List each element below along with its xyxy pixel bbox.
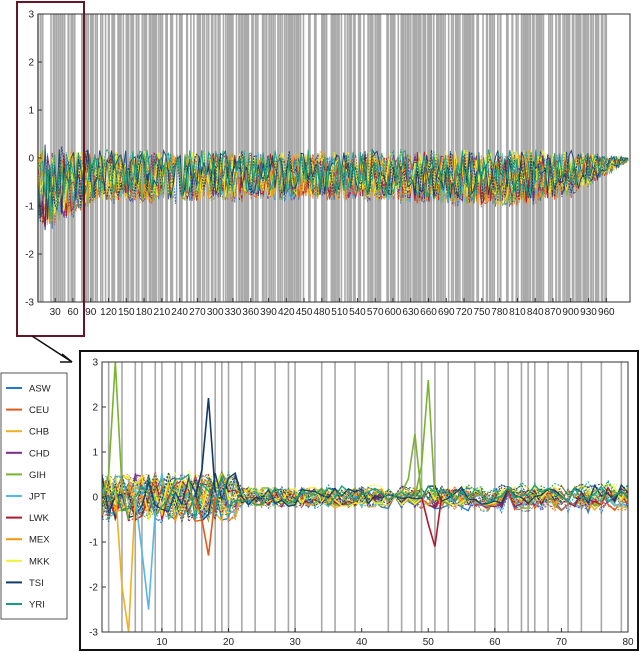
overview-y-ticks: -3 -2 -1 0 1 2 3 [25, 10, 42, 309]
overview-x-tick-label: 960 [598, 307, 615, 318]
overview-y-tick-label: 3 [28, 10, 34, 21]
zoom-highlight-line [400, 433, 423, 498]
zoom-highlight-line [420, 496, 443, 547]
legend-label: ASW [29, 384, 51, 395]
overview-x-tick-label: 510 [331, 307, 348, 318]
overview-x-tick-label: 630 [402, 307, 419, 318]
overview-y-tick-label: 2 [28, 58, 34, 69]
overview-series-line [38, 147, 629, 220]
overview-x-tick-label: 210 [154, 307, 171, 318]
zoom-y-tick-label: -3 [89, 628, 98, 639]
zoom-x-tick-label: 30 [290, 637, 302, 648]
zoom-x-tick-label: 50 [423, 637, 435, 648]
overview-x-tick-label: 900 [562, 307, 579, 318]
overview-x-tick-label: 390 [260, 307, 277, 318]
overview-x-tick-label: 420 [278, 307, 295, 318]
zoom-y-tick-label: 1 [92, 448, 98, 459]
overview-x-tick-label: 480 [314, 307, 331, 318]
overview-y-tick-label: -2 [25, 250, 34, 261]
overview-x-tick-label: 60 [67, 307, 79, 318]
overview-x-tick-label: 570 [367, 307, 384, 318]
overview-x-tick-label: 300 [207, 307, 224, 318]
overview-y-tick-label: 0 [28, 154, 34, 165]
overview-x-tick-label: 780 [491, 307, 508, 318]
overview-y-tick-label: -3 [25, 298, 34, 309]
overview-x-tick-label: 540 [349, 307, 366, 318]
zoom-x-ticks: 10 20 30 40 50 60 70 80 [156, 628, 634, 648]
zoom-connector-line [31, 335, 73, 363]
overview-x-tick-label: 270 [189, 307, 206, 318]
zoom-highlight-line [414, 379, 436, 498]
zoom-x-tick-label: 10 [156, 637, 168, 648]
overview-x-tick-label: 660 [420, 307, 437, 318]
legend-label: MEX [29, 535, 50, 546]
overview-x-tick-label: 240 [171, 307, 188, 318]
overview-series-line [38, 149, 629, 222]
overview-x-tick-label: 330 [225, 307, 242, 318]
zoom-series-line [102, 476, 628, 516]
legend-label: MKK [29, 556, 50, 567]
legend-label: TSI [29, 578, 44, 589]
legend-label: CEU [29, 405, 49, 416]
legend-label: CHB [29, 427, 49, 438]
legend-label: JPT [29, 492, 46, 503]
overview-x-tick-label: 720 [456, 307, 473, 318]
zoom-x-tick-label: 40 [356, 637, 368, 648]
zoom-highlight-series [102, 362, 443, 632]
zoom-highlight-line [102, 362, 130, 520]
overview-series [38, 144, 629, 231]
zoom-x-tick-label: 60 [489, 637, 501, 648]
legend-label: YRI [29, 600, 45, 611]
zoom-y-tick-label: 3 [92, 358, 98, 369]
zoom-highlight-line [134, 496, 157, 610]
zoom-highlight-line [194, 397, 216, 498]
zoom-series-line [102, 471, 628, 520]
overview-x-ticks: 30 60 90 120 150 180 210 240 270 300 330 360 390 420 4… [50, 298, 615, 318]
zoom-y-ticks: -3 -2 -1 0 1 2 3 [89, 358, 106, 639]
zoom-series-line [102, 469, 628, 516]
overview-x-tick-label: 930 [580, 307, 597, 318]
overview-y-tick-label: 1 [28, 106, 34, 117]
overview-x-tick-label: 360 [242, 307, 259, 318]
zoom-connector-arrowhead [60, 353, 73, 363]
zoom-y-tick-label: 0 [92, 493, 98, 504]
zoom-series-line [102, 472, 628, 517]
zoom-region-box [16, 1, 85, 337]
zoom-panel: 10 20 30 40 50 60 70 80 -3 -2 -1 0 1 2 3 [89, 358, 634, 649]
overview-x-tick-label: 90 [85, 307, 97, 318]
legend-label: CHD [29, 448, 50, 459]
zoom-x-tick-label: 20 [223, 637, 235, 648]
overview-x-tick-label: 150 [118, 307, 135, 318]
legend-label: GIH [29, 470, 46, 481]
zoom-x-tick-label: 70 [556, 637, 568, 648]
zoom-y-tick-label: 2 [92, 403, 98, 414]
overview-x-tick-label: 690 [438, 307, 455, 318]
zoom-series [102, 469, 628, 524]
zoom-highlight-line [194, 496, 216, 556]
overview-x-tick-label: 600 [385, 307, 402, 318]
overview-y-tick-label: -1 [25, 202, 34, 213]
zoom-x-tick-label: 80 [622, 637, 634, 648]
overview-x-tick-label: 120 [100, 307, 117, 318]
overview-x-tick-label: 840 [527, 307, 544, 318]
overview-x-tick-label: 810 [509, 307, 526, 318]
overview-x-tick-label: 30 [50, 307, 62, 318]
zoom-highlight-line [114, 487, 137, 632]
legend-label: LWK [29, 513, 50, 524]
zoom-series-line [102, 471, 628, 524]
zoom-series-line [102, 474, 628, 520]
overview-x-tick-label: 870 [545, 307, 562, 318]
overview-panel: 30 60 90 120 150 180 210 240 270 300 330 360 390 420 4… [25, 10, 631, 318]
overview-x-tick-label: 180 [136, 307, 153, 318]
overview-x-tick-label: 450 [296, 307, 313, 318]
legend: ASW CEU CHB CHD GIH JPT LWK MEX MKK TSI YRI [0, 372, 68, 620]
zoom-y-tick-label: -1 [89, 538, 98, 549]
zoom-y-tick-label: -2 [89, 583, 98, 594]
overview-x-tick-label: 750 [474, 307, 491, 318]
